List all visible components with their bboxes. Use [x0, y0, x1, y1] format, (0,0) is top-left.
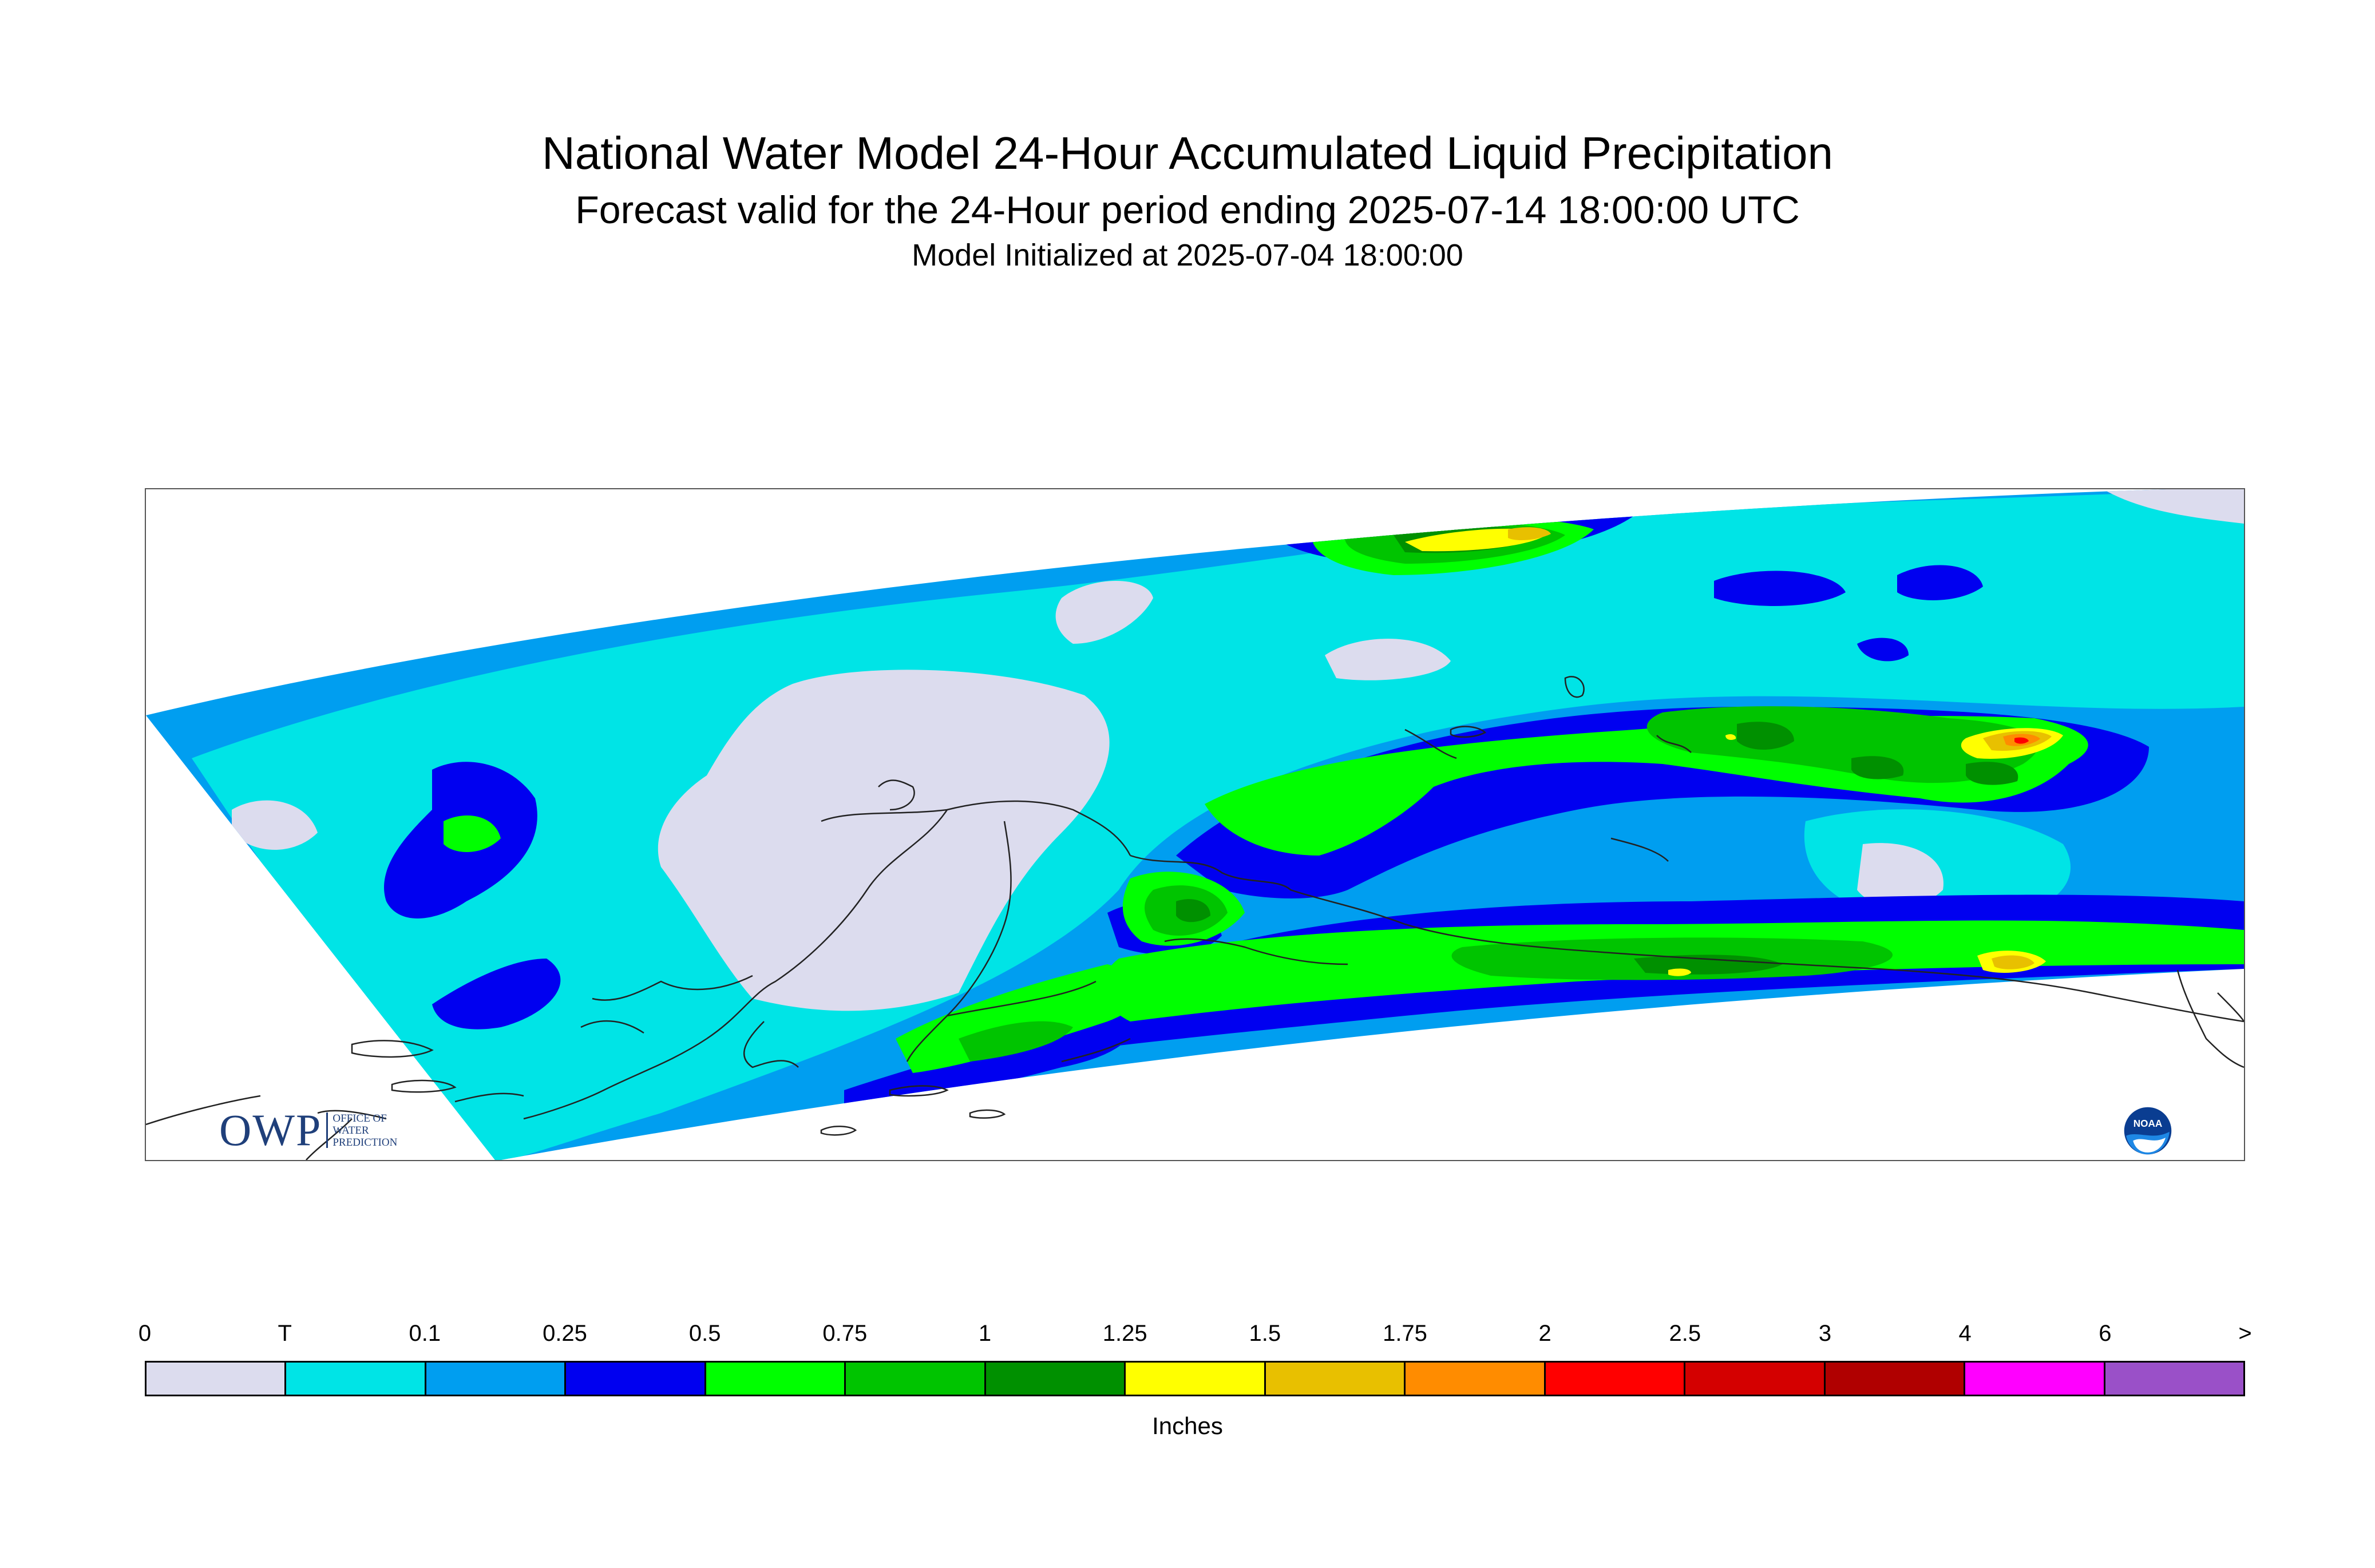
- colorbar-tick-label: 0.75: [822, 1321, 868, 1346]
- owp-logo-divider: [326, 1112, 328, 1148]
- colorbar-tick-label: 1: [978, 1321, 992, 1346]
- precip-contour-0.75: [896, 964, 1142, 1073]
- forecast-valid-subtitle: Forecast valid for the 24-Hour period en…: [575, 188, 1800, 232]
- colorbar-swatch: [985, 1363, 1126, 1395]
- colorbar-tick-label: 0.5: [688, 1321, 721, 1346]
- noaa-logo-text: NOAA: [2133, 1118, 2163, 1129]
- colorbar-swatch: [426, 1363, 567, 1395]
- colorbar-unit-label: Inches: [1152, 1412, 1223, 1439]
- precip-contour-1.25: [1737, 722, 1794, 750]
- noaa-logo: NOAA: [2124, 1107, 2172, 1155]
- precip-contour-1.25: [1851, 756, 1904, 779]
- owp-logo-word: PREDICTION: [332, 1136, 398, 1149]
- colorbar-tick-label: 6: [2099, 1321, 2112, 1346]
- owp-logo-words: OFFICE OF WATER PREDICTION: [332, 1112, 397, 1149]
- colorbar-tick-label: 1.25: [1102, 1321, 1147, 1346]
- precip-contour-1.75: [1508, 527, 1551, 541]
- precip-contour-1.25: [1176, 899, 1210, 922]
- colorbar-tick-labels: 0 T 0.1 0.25 0.5 0.75 1 1.25 1.5 1.75 2 2.5 3 4 6 >: [138, 1321, 2252, 1349]
- precip-contour-trace: [232, 800, 318, 850]
- colorbar-tick-label: 0: [138, 1321, 152, 1346]
- colorbar-swatch: [1545, 1363, 1686, 1395]
- precip-contour-trace: [1325, 639, 1451, 680]
- colorbar-swatch: [846, 1363, 986, 1395]
- precipitation-map-canvas: [146, 489, 2244, 1160]
- colorbar-tick-label: T: [278, 1321, 292, 1346]
- colorbar-swatch: [706, 1363, 846, 1395]
- colorbar-tick-label: >: [2238, 1321, 2252, 1346]
- precipitation-colorbar: [145, 1361, 2245, 1396]
- precip-contour-trace: [1857, 843, 1943, 907]
- precip-contour-0.1: [192, 489, 2244, 1160]
- precip-contour-0.5: [1857, 638, 1909, 662]
- precip-contour-1.5: [1725, 734, 1736, 740]
- colorbar-tick-label: 1.75: [1383, 1321, 1427, 1346]
- colorbar-swatch: [1265, 1363, 1406, 1395]
- precip-contour-1.25: [1966, 762, 2018, 785]
- precip-contour-trace: [658, 670, 1110, 1011]
- precip-contour-2.5: [2014, 737, 2029, 744]
- precip-contour-0.5: [1714, 571, 1846, 606]
- precip-contour-0.75: [444, 815, 501, 852]
- colorbar-tick-label: 0.25: [543, 1321, 587, 1346]
- owp-logo-word: WATER: [332, 1124, 369, 1137]
- owp-logo: OWP OFFICE OF WATER PREDICTION: [219, 1105, 397, 1155]
- colorbar-swatch: [1406, 1363, 1546, 1395]
- colorbar-swatch: [1965, 1363, 2105, 1395]
- map-title: National Water Model 24-Hour Accumulated…: [542, 128, 1833, 179]
- precip-contour-0.5: [432, 959, 561, 1030]
- precip-contour-1.75: [1992, 955, 2034, 969]
- colorbar-tick-label: 0.1: [409, 1321, 441, 1346]
- precip-contour-trace: [1055, 581, 1153, 644]
- precip-contour-trace: [2103, 489, 2244, 524]
- coastline-outlines: [146, 676, 2244, 1160]
- precip-contour-1.5: [1668, 968, 1691, 976]
- precipitation-map[interactable]: OWP OFFICE OF WATER PREDICTION NOAA: [145, 488, 2245, 1161]
- colorbar-tick-label: 2: [1538, 1321, 1551, 1346]
- owp-logo-letters: OWP: [219, 1105, 322, 1155]
- colorbar-swatch: [566, 1363, 706, 1395]
- colorbar-tick-label: 1.5: [1249, 1321, 1281, 1346]
- precip-contour-0.5: [1897, 565, 1983, 600]
- model-initialized-label: Model Initialized at 2025-07-04 18:00:00: [912, 238, 1463, 272]
- colorbar-swatch: [286, 1363, 426, 1395]
- colorbar-swatch: [2105, 1363, 2244, 1395]
- owp-logo-word: OFFICE OF: [332, 1112, 387, 1124]
- colorbar-tick-label: 2.5: [1669, 1321, 1701, 1346]
- precip-contour-1.0: [959, 1021, 1073, 1062]
- colorbar-tick-label: 4: [1958, 1321, 1972, 1346]
- colorbar-swatch: [1126, 1363, 1266, 1395]
- coastline-islands: [351, 726, 1487, 1136]
- colorbar-swatch: [147, 1363, 287, 1395]
- colorbar-tick-label: 3: [1818, 1321, 1832, 1346]
- colorbar-swatch: [1685, 1363, 1826, 1395]
- colorbar-swatch: [1825, 1363, 1966, 1395]
